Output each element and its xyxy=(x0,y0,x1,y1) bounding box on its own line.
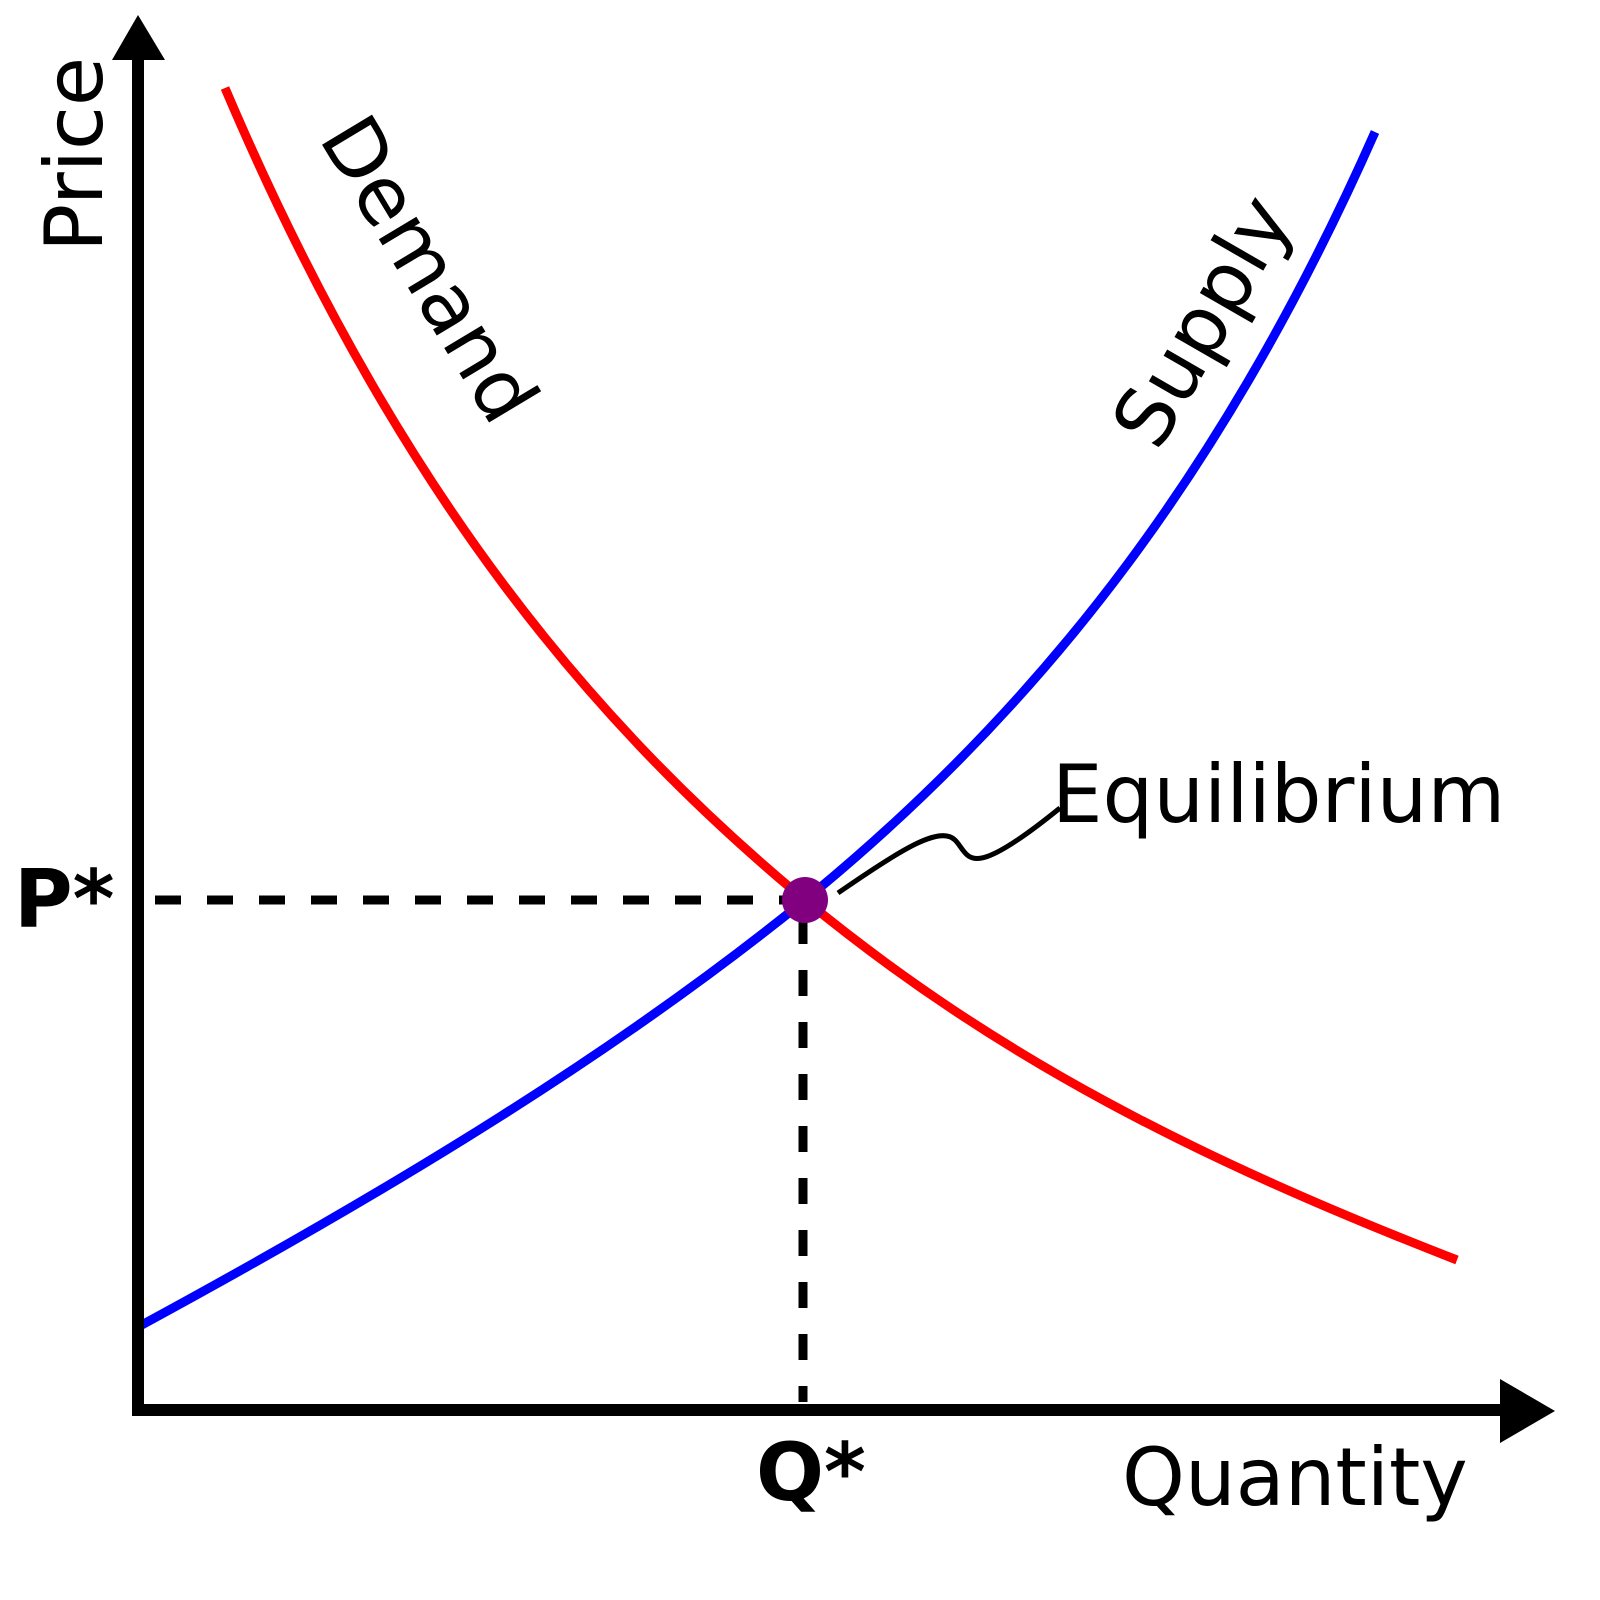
x-axis-arrow-icon xyxy=(1500,1379,1555,1443)
demand-label: Demand xyxy=(302,100,556,439)
quantity-equilibrium-label: Q* xyxy=(756,1426,866,1519)
y-axis-label: Price xyxy=(28,57,121,252)
price-equilibrium-label: P* xyxy=(14,853,114,946)
equilibrium-point xyxy=(782,877,828,923)
equilibrium-label: Equilibrium xyxy=(1052,748,1505,841)
equilibrium-leader-line xyxy=(836,806,1062,896)
demand-curve xyxy=(220,86,1459,1265)
x-axis-label: Quantity xyxy=(1122,1431,1468,1524)
y-axis-arrow-icon xyxy=(112,15,165,60)
